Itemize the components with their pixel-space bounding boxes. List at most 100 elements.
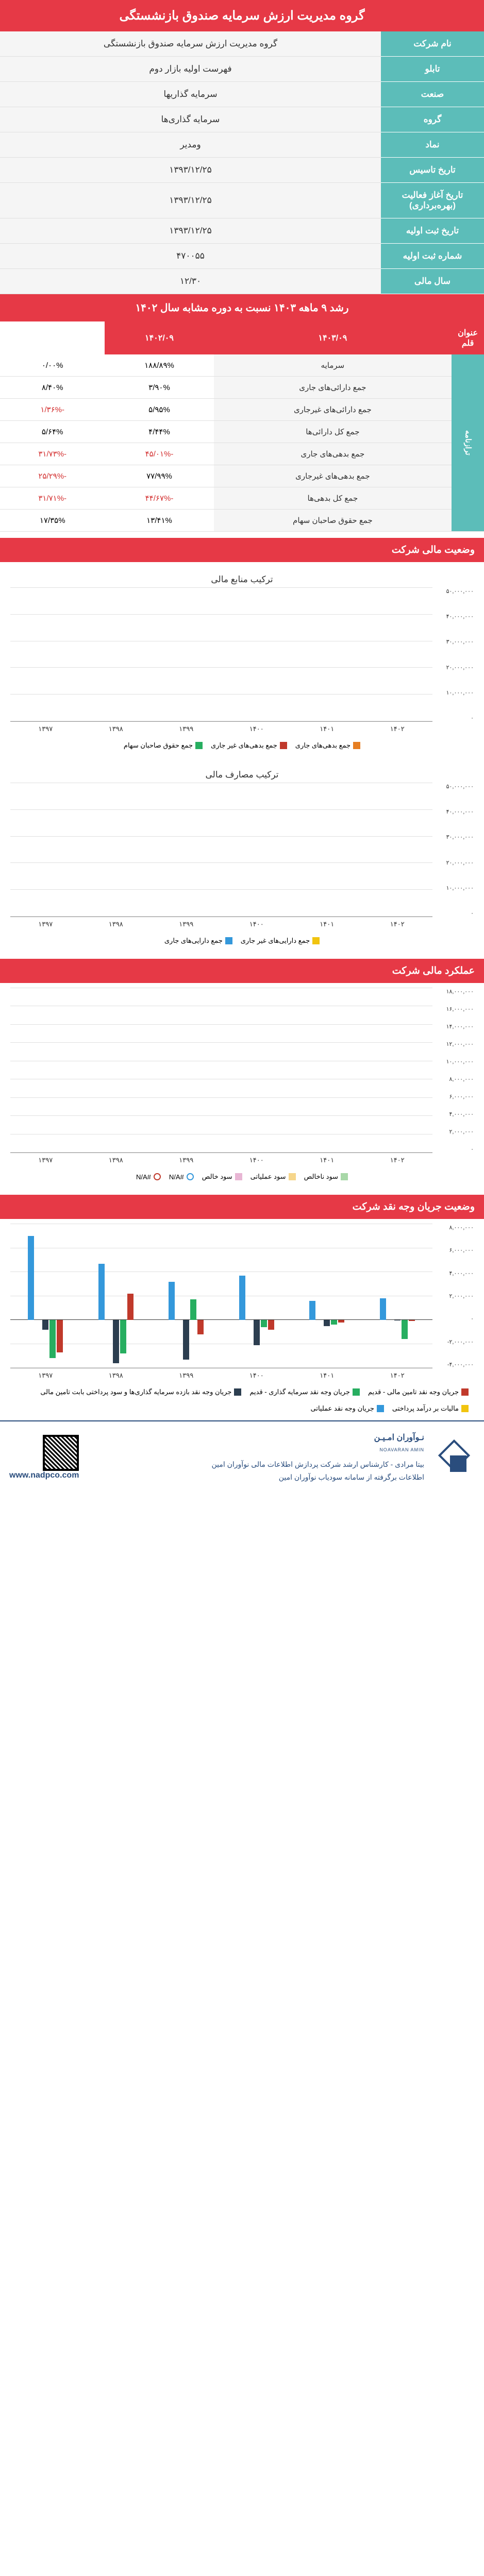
info-label: تابلو [381, 57, 484, 82]
cf-bar [106, 1224, 112, 1368]
x-label: ۱۳۹۷ [38, 725, 53, 733]
chart2-box: ترکیب مصارف مالی ۵۰,۰۰۰,۰۰۰۴۰,۰۰۰,۰۰۰۳۰,… [0, 757, 484, 953]
y-axis: ۸,۰۰۰,۰۰۰۶,۰۰۰,۰۰۰۴,۰۰۰,۰۰۰۲,۰۰۰,۰۰۰۰-۲,… [435, 1224, 474, 1368]
cf-bar [49, 1224, 56, 1368]
growth-v1: -۴۵/۰۱% [105, 443, 213, 465]
info-label: تاریخ آغاز فعالیت (بهره‌برداری) [381, 183, 484, 218]
x-label: ۱۴۰۱ [320, 920, 334, 928]
growth-v1: ۳/۹۰% [105, 377, 213, 399]
bar-group [239, 1224, 274, 1368]
company-logo [433, 1437, 475, 1478]
growth-item: جمع بدهی‌های جاری [214, 443, 452, 465]
legend-item: جمع دارایی‌های غیر جاری [241, 937, 320, 945]
cf-bar [261, 1224, 267, 1368]
growth-item: جمع دارائی‌های جاری [214, 377, 452, 399]
cf-bar [394, 1224, 400, 1368]
x-label: ۱۳۹۹ [179, 920, 193, 928]
x-label: ۱۴۰۲ [390, 725, 405, 733]
cf-bar [127, 1224, 133, 1368]
cf-bar [197, 1224, 204, 1368]
legend-item: جریان وجه نقد تامین مالی - قدیم [368, 1388, 469, 1396]
chart3-box: ۱۸,۰۰۰,۰۰۰۱۶,۰۰۰,۰۰۰۱۴,۰۰۰,۰۰۰۱۲,۰۰۰,۰۰۰… [0, 983, 484, 1189]
cf-bar [246, 1224, 253, 1368]
growth-v1: ۱۳/۴۱% [105, 510, 213, 532]
cf-bar [254, 1224, 260, 1368]
info-value: فهرست اولیه بازار دوم [0, 57, 381, 82]
bars [10, 988, 432, 1153]
x-label: ۱۴۰۱ [320, 1156, 334, 1164]
growth-item: جمع دارائی‌های غیرجاری [214, 399, 452, 421]
x-label: ۱۳۹۹ [179, 725, 193, 733]
footer: نـوآوران امـیـن NOAVARAN AMIN بیتا مرادی… [0, 1420, 484, 1493]
growth-col-1403: ۱۴۰۳/۰۹ [214, 321, 452, 354]
growth-v1: ۷۷/۹۹% [105, 465, 213, 487]
chart1-title: ترکیب منابع مالی [10, 567, 474, 588]
bar-group [309, 1224, 344, 1368]
bars [10, 783, 432, 917]
x-label: ۱۴۰۱ [320, 725, 334, 733]
cf-bar [169, 1224, 175, 1368]
chart2-title: ترکیب مصارف مالی [10, 762, 474, 783]
legend-item: جریان وجه نقد بازده سرمایه گذاری‌ها و سو… [40, 1388, 241, 1396]
info-value: ۱۳۹۳/۱۲/۲۵ [0, 183, 381, 218]
x-label: ۱۳۹۹ [179, 1156, 193, 1164]
cf-bar [120, 1224, 126, 1368]
bar-group [380, 1224, 415, 1368]
cf-bar [387, 1224, 393, 1368]
legend-item: #N/A [136, 1173, 161, 1181]
cf-bar [176, 1224, 182, 1368]
info-value: سرمایه گذاریها [0, 82, 381, 107]
cf-bar [402, 1224, 408, 1368]
growth-col-item: عنوان قلم [452, 321, 484, 354]
growth-item: سرمایه [214, 354, 452, 377]
cf-bar [28, 1224, 34, 1368]
cf-bar [268, 1224, 274, 1368]
x-label: ۱۳۹۸ [109, 725, 123, 733]
growth-table: عنوان قلم ۱۴۰۳/۰۹ ۱۴۰۲/۰۹ ترازنامهسرمایه… [0, 321, 484, 532]
x-label: ۱۴۰۰ [249, 725, 264, 733]
x-label: ۱۳۹۹ [179, 1371, 193, 1380]
cf-bar [309, 1224, 315, 1368]
legend-item: جمع دارایی‌های جاری [164, 937, 232, 945]
cf-bar [42, 1224, 48, 1368]
cf-bar [35, 1224, 41, 1368]
cf-bar [239, 1224, 245, 1368]
footer-url[interactable]: www.nadpco.com [9, 1471, 79, 1480]
legend-item: جریان وجه نقد عملیاتی [311, 1404, 384, 1413]
cf-bar [338, 1224, 344, 1368]
cf-bar [57, 1224, 63, 1368]
chart4-box: ۸,۰۰۰,۰۰۰۶,۰۰۰,۰۰۰۴,۰۰۰,۰۰۰۲,۰۰۰,۰۰۰۰-۲,… [0, 1219, 484, 1420]
growth-v2: -۳۱/۷۳% [0, 443, 105, 465]
info-value: گروه مدیریت ارزش سرمایه صندوق بازنشستگی [0, 31, 381, 57]
x-label: ۱۴۰۲ [390, 920, 405, 928]
growth-v1: ۴/۴۴% [105, 421, 213, 443]
bar-group [98, 1224, 133, 1368]
legend-item: مالیات بر درآمد پرداختی [392, 1404, 469, 1413]
growth-v2: ۱۷/۳۵% [0, 510, 105, 532]
qr-code [43, 1435, 79, 1471]
info-label: گروه [381, 107, 484, 132]
company-info-table: نام شرکتگروه مدیریت ارزش سرمایه صندوق با… [0, 31, 484, 294]
section-fin-perf: عملکرد مالی شرکت [0, 959, 484, 983]
info-value: سرمایه گذاری‌ها [0, 107, 381, 132]
x-label: ۱۳۹۸ [109, 920, 123, 928]
legend-item: #N/A [169, 1173, 194, 1181]
growth-v1: ۱۸۸/۸۹% [105, 354, 213, 377]
x-label: ۱۴۰۰ [249, 1371, 264, 1380]
info-label: شماره ثبت اولیه [381, 244, 484, 269]
legend-item: جمع بدهی‌های غیر جاری [211, 741, 287, 750]
bar-group [28, 1224, 63, 1368]
chart1-box: ترکیب منابع مالی ۵۰,۰۰۰,۰۰۰۴۰,۰۰۰,۰۰۰۳۰,… [0, 562, 484, 757]
cf-bar [324, 1224, 330, 1368]
y-axis: ۱۸,۰۰۰,۰۰۰۱۶,۰۰۰,۰۰۰۱۴,۰۰۰,۰۰۰۱۲,۰۰۰,۰۰۰… [435, 988, 474, 1153]
info-value: ۱۳۹۳/۱۲/۲۵ [0, 158, 381, 183]
bars [10, 1224, 432, 1368]
footer-author: بیتا مرادی - کارشناس ارشد شرکت پردازش اط… [88, 1458, 424, 1471]
x-label: ۱۴۰۰ [249, 920, 264, 928]
section-fin-status: وضعیت مالی شرکت [0, 538, 484, 562]
growth-header: رشد ۹ ماهه ۱۴۰۳ نسبت به دوره مشابه سال ١… [0, 294, 484, 321]
growth-v2: ۰/۰۰% [0, 354, 105, 377]
section-cash-flow: وضعیت جریان وجه نقد شرکت [0, 1195, 484, 1219]
growth-col-1402: ۱۴۰۲/۰۹ [105, 321, 213, 354]
cf-bar [113, 1224, 119, 1368]
